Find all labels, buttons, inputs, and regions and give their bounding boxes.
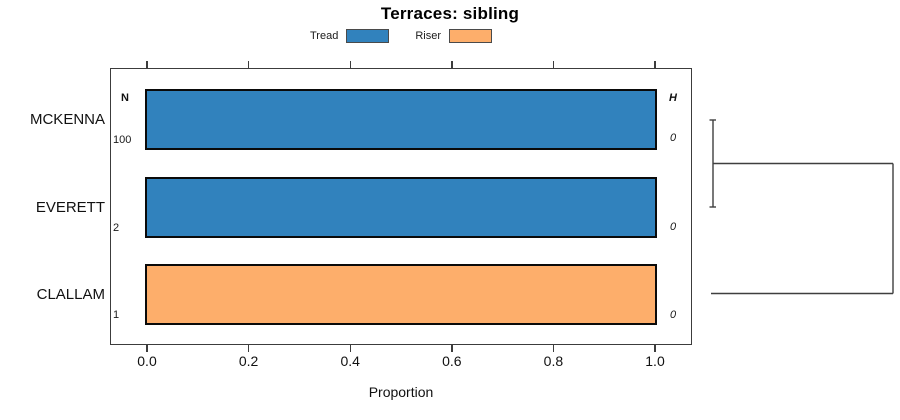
x-tick-label: 0.0 — [137, 353, 157, 369]
x-tick-top — [552, 61, 555, 68]
h-value-everett: 0 — [669, 221, 677, 233]
x-tick-top — [654, 61, 656, 68]
x-tick-label: 0.4 — [340, 353, 360, 369]
h-value-clallam: 0 — [669, 309, 677, 321]
legend-swatch-riser — [449, 29, 492, 43]
legend-item-riser: Riser — [415, 29, 492, 43]
x-tick-bottom — [146, 345, 148, 352]
n-value-everett: 2 — [113, 222, 120, 234]
x-tick-label: 1.0 — [645, 353, 665, 369]
legend-item-tread: Tread — [310, 29, 390, 43]
x-tick-top — [349, 61, 351, 68]
x-tick-top — [146, 61, 148, 68]
row-label-clallam: CLALLAM — [36, 286, 105, 303]
n-value-mckenna: 100 — [113, 134, 132, 146]
legend-label-tread: Tread — [310, 30, 339, 42]
bar-clallam — [145, 264, 657, 325]
n-column-header: N — [121, 92, 129, 104]
chart-title: Terraces: sibling — [380, 4, 520, 23]
x-tick-bottom — [349, 345, 351, 352]
bar-mckenna — [145, 89, 657, 150]
x-tick-top — [247, 61, 250, 68]
x-tick-top — [451, 61, 453, 68]
x-tick-label: 0.8 — [543, 353, 564, 369]
x-tick-bottom — [552, 345, 555, 352]
x-tick-label: 0.6 — [442, 353, 462, 369]
row-label-everett: EVERETT — [35, 199, 105, 216]
x-axis-title: Proportion — [368, 384, 434, 400]
x-tick-label: 0.2 — [238, 353, 259, 369]
x-tick-bottom — [247, 345, 250, 352]
x-tick-bottom — [654, 345, 656, 352]
n-value-clallam: 1 — [113, 309, 120, 321]
legend-label-riser: Riser — [415, 30, 441, 42]
h-value-mckenna: 0 — [669, 132, 677, 144]
legend: Tread Riser — [110, 28, 692, 44]
row-label-mckenna: MCKENNA — [29, 111, 105, 128]
h-column-header: H — [669, 92, 677, 104]
bar-everett — [145, 177, 657, 238]
legend-swatch-tread — [346, 29, 390, 43]
x-tick-bottom — [451, 345, 453, 352]
